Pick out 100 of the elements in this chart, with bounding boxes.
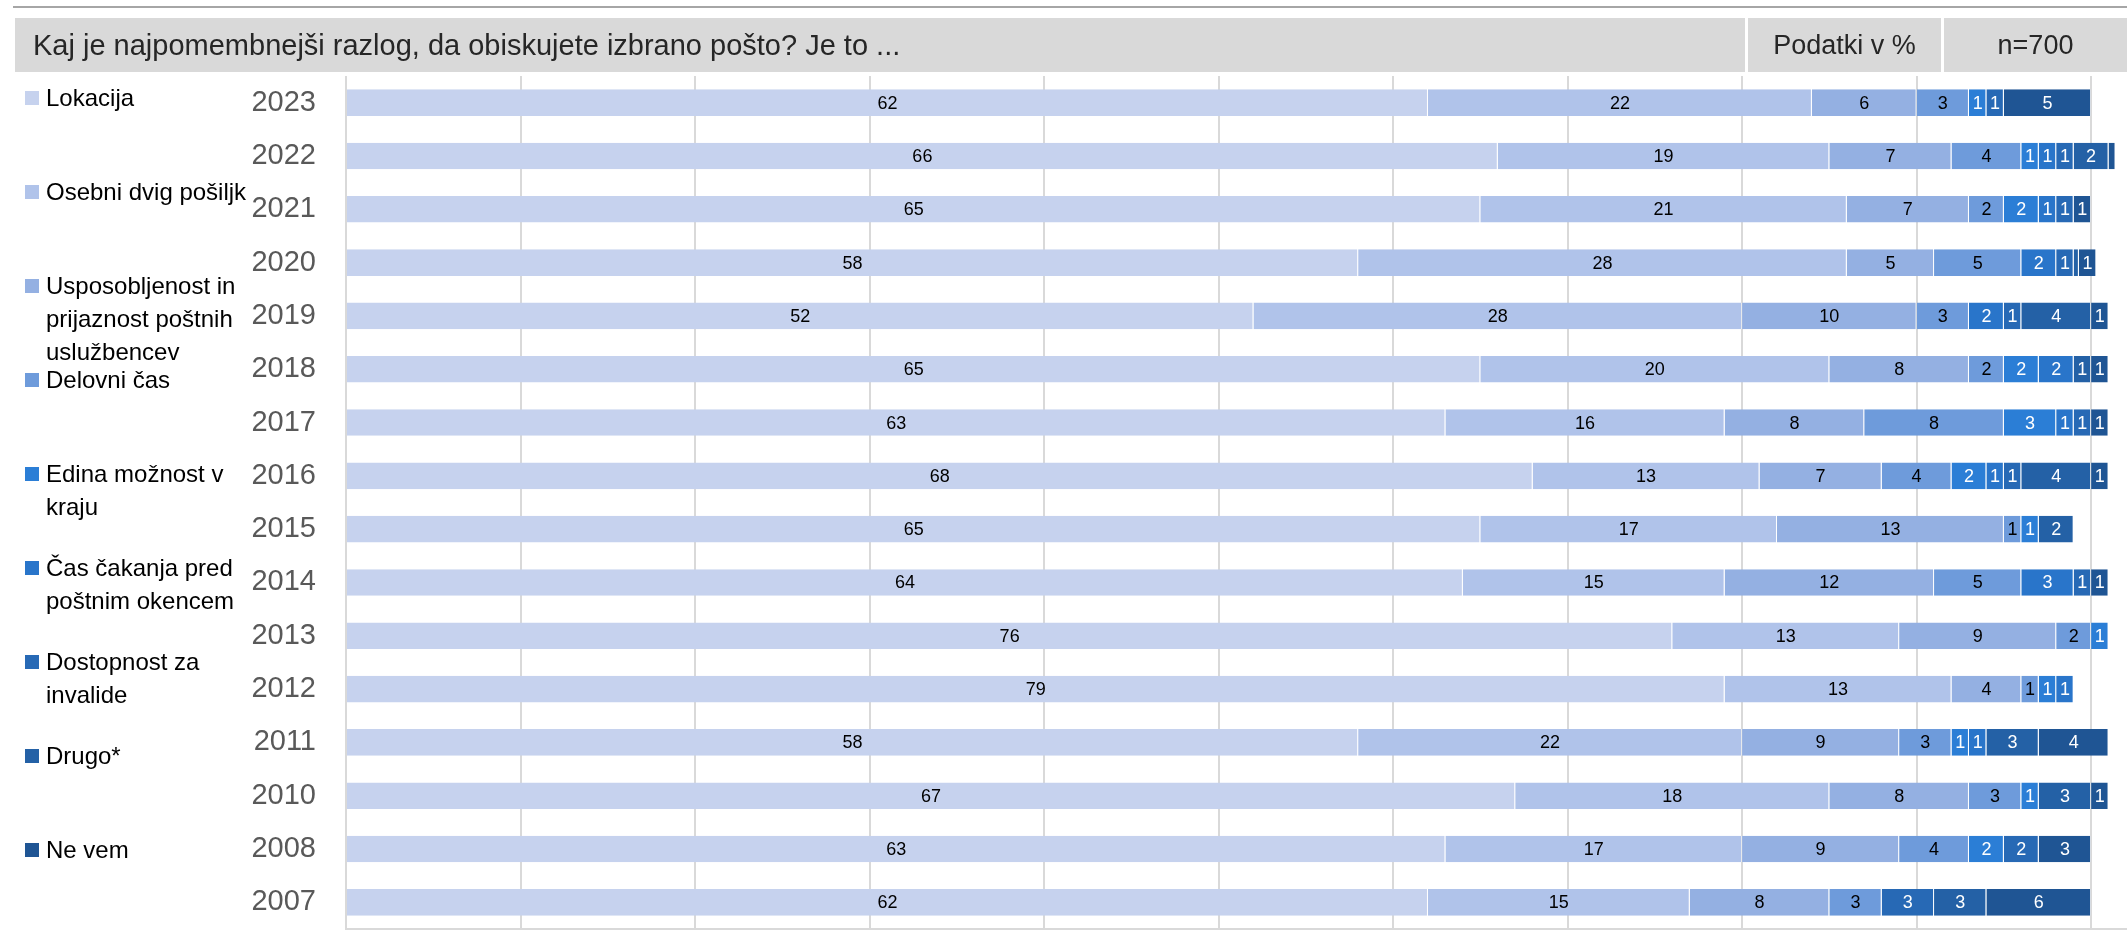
data-label: 1: [2059, 145, 2070, 166]
data-label: 4: [2051, 305, 2062, 326]
data-label: 22: [1540, 732, 1561, 753]
data-label: 7: [1885, 145, 1896, 166]
data-label: 3: [1920, 732, 1931, 753]
data-label: 19: [1653, 145, 1674, 166]
data-label: 1: [1972, 732, 1983, 753]
data-label: 1: [2077, 412, 2088, 433]
data-label: 2: [2086, 145, 2097, 166]
data-label: 1: [2094, 412, 2105, 433]
data-label: 1: [2094, 305, 2105, 326]
legend-label: Osebni dvig pošiljk: [46, 178, 247, 205]
data-label: 8: [1754, 892, 1765, 913]
chart-title: Kaj je najpomembnejši razlog, da obiskujete izbrano pošto? Je to ...: [33, 29, 901, 61]
data-label: 8: [1929, 412, 1940, 433]
y-tick-label: 2016: [251, 457, 316, 490]
data-label: 13: [1775, 625, 1796, 646]
data-label: 5: [1885, 252, 1896, 273]
y-tick-label: 2018: [251, 351, 316, 384]
data-label: 1: [2082, 252, 2093, 273]
legend-label: Ne vem: [46, 836, 129, 863]
y-tick-label: 2014: [251, 564, 316, 597]
data-label: 8: [1894, 359, 1905, 380]
y-tick-label: 2015: [251, 511, 316, 544]
data-label: 64: [894, 572, 915, 593]
data-label: 1: [2007, 519, 2018, 540]
data-label: 7: [1815, 465, 1826, 486]
data-label: 1: [2059, 412, 2070, 433]
data-label: 4: [1981, 679, 1992, 700]
data-label: 6: [2033, 892, 2044, 913]
data-label: 5: [2042, 92, 2053, 113]
data-label: 67: [921, 785, 942, 806]
data-label: 2: [2033, 252, 2044, 273]
y-tick-label: 2021: [251, 191, 316, 224]
data-label: 1: [2042, 199, 2053, 220]
data-label: 76: [999, 625, 1020, 646]
data-label: 2: [2051, 519, 2062, 540]
data-label: 9: [1972, 625, 1983, 646]
data-label: 1: [2042, 679, 2053, 700]
data-label: 1: [2094, 785, 2105, 806]
data-label: 9: [1815, 839, 1826, 859]
data-label: 3: [1850, 892, 1861, 913]
data-label: 2: [2051, 359, 2062, 380]
data-label: 1: [2059, 199, 2070, 220]
legend-label: Delovni čas: [46, 366, 171, 393]
data-label: 17: [1583, 839, 1604, 859]
data-label: 1: [2094, 625, 2105, 646]
data-label: 1: [1990, 465, 2001, 486]
data-label: 2: [1981, 305, 1992, 326]
data-label: 2: [1981, 199, 1992, 220]
data-label: 8: [1789, 412, 1800, 433]
data-label: 1: [2077, 572, 2088, 593]
data-label: 2: [2016, 199, 2027, 220]
legend-label: Usposobljenost in prijaznost poštnih uslužbencev: [46, 272, 236, 365]
data-label: 22: [1609, 92, 1630, 113]
data-label: 58: [842, 252, 863, 273]
data-label: 3: [2059, 785, 2070, 806]
data-label: 3: [1937, 305, 1948, 326]
data-label: 28: [1487, 305, 1508, 326]
data-label: 1: [2059, 679, 2070, 700]
data-label: 1: [2007, 465, 2018, 486]
data-label: 2: [2016, 839, 2027, 859]
data-label: 15: [1548, 892, 1569, 913]
data-label: 65: [903, 199, 924, 220]
data-label: 3: [2059, 839, 2070, 859]
data-label: 28: [1592, 252, 1613, 273]
y-tick-label: 2022: [251, 137, 316, 170]
legend-label: Edina možnost v kraju: [46, 460, 224, 520]
data-label: 3: [2007, 732, 2018, 753]
data-label: 5: [1972, 572, 1983, 593]
data-label: 1: [2042, 145, 2053, 166]
y-tick-label: 2007: [251, 884, 316, 917]
text: n=700: [1997, 30, 2074, 60]
data-label: 4: [2068, 732, 2079, 753]
data-label: 3: [2025, 412, 2036, 433]
data-label: 17: [1618, 519, 1639, 540]
data-label: 4: [1929, 839, 1940, 859]
y-tick-label: 2017: [251, 404, 316, 437]
data-label: 1: [2025, 679, 2036, 700]
data-label: 2: [2016, 359, 2027, 380]
data-label: 21: [1653, 199, 1674, 220]
data-label: 1: [2025, 785, 2036, 806]
text: Podatki v %: [1773, 30, 1916, 60]
data-label: 2: [2068, 625, 2079, 646]
legend-label: Drugo*: [46, 742, 121, 769]
data-label: 13: [1636, 465, 1657, 486]
data-label: 3: [1902, 892, 1913, 913]
data-label: 15: [1583, 572, 1604, 593]
data-label: 3: [1990, 785, 2001, 806]
data-label: 8: [1894, 785, 1905, 806]
data-label: 62: [877, 892, 898, 913]
data-label: 58: [842, 732, 863, 753]
data-label: 1: [2025, 519, 2036, 540]
data-label: 2: [1981, 359, 1992, 380]
data-label: 68: [929, 465, 950, 486]
data-label: 20: [1644, 359, 1665, 380]
data-label: 4: [1911, 465, 1922, 486]
data-label: 3: [1955, 892, 1966, 913]
data-label: 79: [1025, 679, 1046, 700]
data-label: 1: [1972, 92, 1983, 113]
